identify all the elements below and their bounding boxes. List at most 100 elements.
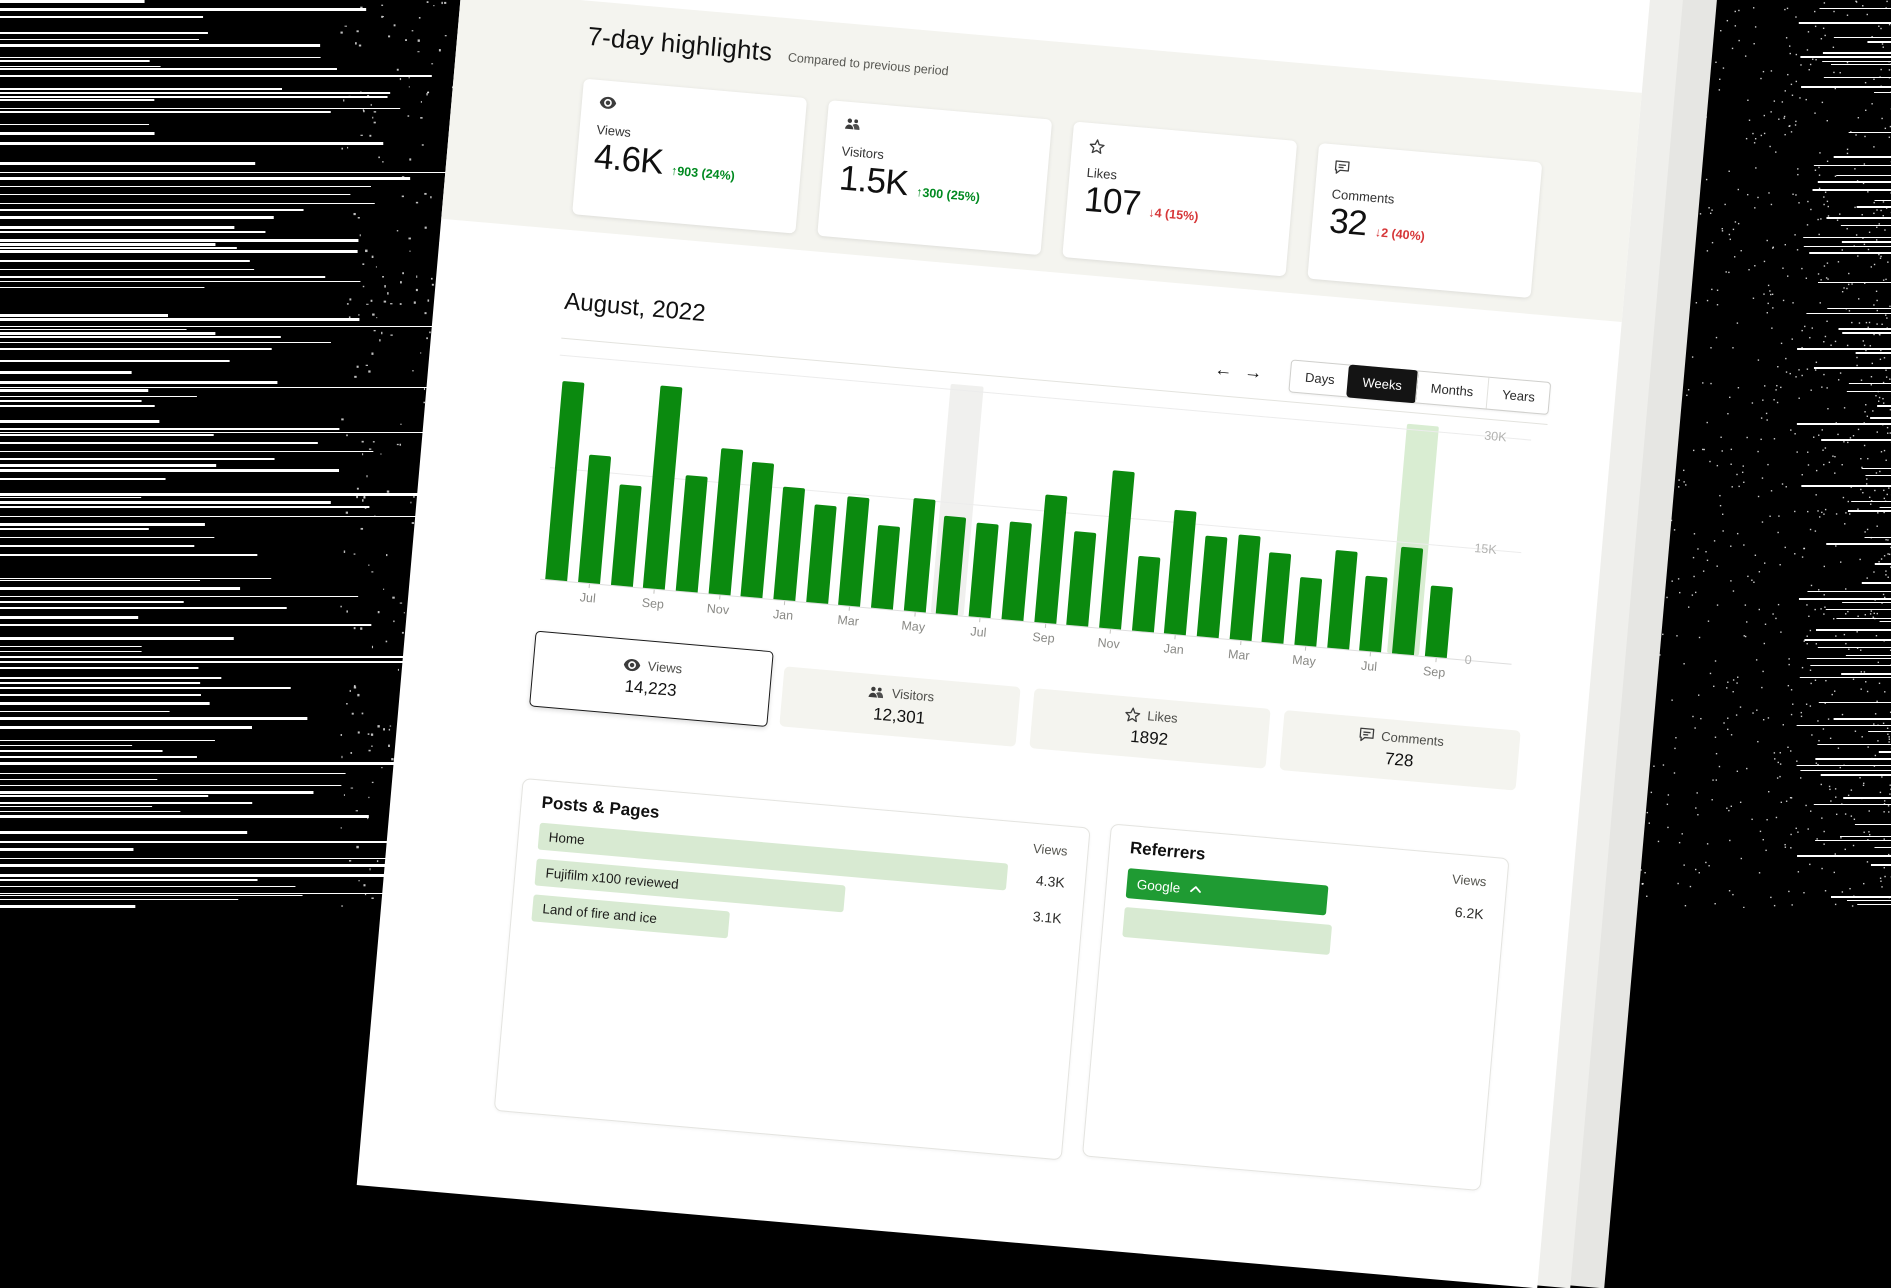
card-trend-down: ↓4 (15%) — [1147, 205, 1198, 228]
chart-bar-week-21[interactable] — [1197, 536, 1228, 639]
post-title: Land of fire and ice — [532, 900, 658, 926]
comment-icon — [1358, 727, 1375, 742]
card-metric-value: 1.5K — [838, 160, 910, 203]
chevron-up-icon[interactable] — [1189, 885, 1202, 894]
posts-views-column-header: Views — [1033, 841, 1069, 859]
chart-bar-week-2[interactable] — [578, 455, 611, 584]
x-axis-label: Nov — [706, 601, 729, 617]
x-axis-label: Sep — [1422, 664, 1445, 680]
x-axis-tick — [589, 584, 590, 588]
x-axis-tick — [654, 590, 655, 594]
chart-bar-week-19[interactable] — [1132, 556, 1160, 633]
metric-tab-label: Likes — [1147, 708, 1179, 726]
card-trend-down: ↓2 (40%) — [1374, 225, 1425, 248]
chart-bar-week-22[interactable] — [1229, 534, 1260, 641]
period-tab-weeks[interactable]: Weeks — [1346, 364, 1418, 403]
chart-bar-week-11[interactable] — [871, 525, 900, 610]
chart-bar-week-17[interactable] — [1066, 531, 1096, 627]
post-title: Fujifilm x100 reviewed — [535, 864, 679, 891]
referrer-child-bar[interactable] — [1122, 907, 1331, 955]
period-tab-days[interactable]: Days — [1290, 360, 1350, 396]
chart-bar-week-25[interactable] — [1327, 550, 1357, 650]
metric-tab-value: 14,223 — [624, 677, 678, 701]
chart-bar-week-3[interactable] — [611, 484, 642, 587]
x-axis-tick — [784, 601, 785, 605]
chart-bar-week-10[interactable] — [839, 496, 870, 607]
period-tab-months[interactable]: Months — [1415, 371, 1489, 408]
chart-bar-week-23[interactable] — [1262, 552, 1292, 644]
next-period-button[interactable]: → — [1237, 359, 1269, 387]
card-metric-value: 4.6K — [593, 139, 665, 182]
previous-period-button[interactable]: ← — [1207, 356, 1239, 384]
chart-bar-week-24[interactable] — [1294, 577, 1322, 647]
y-axis-label: 0 — [1464, 653, 1472, 668]
chart-bar-week-14[interactable] — [969, 523, 999, 619]
chart-bar-week-28[interactable] — [1425, 585, 1453, 658]
chart-bar-week-15[interactable] — [1001, 521, 1031, 621]
post-title: Home — [538, 829, 585, 848]
x-axis-label: Nov — [1097, 636, 1120, 652]
chart-bar-week-7[interactable] — [741, 462, 775, 598]
highlights-subtitle: Compared to previous period — [787, 50, 949, 83]
stats-dashboard-page: 7-day highlights Compared to previous pe… — [357, 0, 1651, 1288]
referrers-views-column-header: Views — [1451, 871, 1487, 889]
chart-bar-week-4[interactable] — [643, 386, 683, 590]
x-axis-tick — [1110, 630, 1111, 634]
x-axis-label: May — [1292, 653, 1317, 669]
x-axis-tick — [914, 612, 915, 616]
metric-tab-label: Views — [647, 658, 683, 676]
post-views-value — [1001, 949, 1059, 954]
y-axis-label: 15K — [1474, 541, 1497, 557]
chart-bar-week-6[interactable] — [708, 448, 743, 595]
chart-bar-week-26[interactable] — [1359, 576, 1387, 653]
post-views-value: 3.1K — [1003, 905, 1062, 926]
x-axis-tick — [1175, 635, 1176, 639]
post-views-value: 4.3K — [1006, 869, 1065, 890]
x-axis-tick — [719, 595, 720, 599]
period-tab-years[interactable]: Years — [1486, 378, 1550, 414]
x-axis-label: Jul — [1360, 659, 1377, 674]
card-trend-up: ↑903 (24%) — [670, 163, 735, 188]
chart-bar-week-5[interactable] — [676, 475, 708, 592]
chart-bar-week-12[interactable] — [904, 498, 936, 612]
metric-tab-value: 12,301 — [872, 704, 926, 728]
x-axis-tick — [849, 607, 850, 611]
x-axis-tick — [979, 618, 980, 622]
x-axis-tick — [1044, 624, 1045, 628]
x-axis-tick — [1240, 641, 1241, 645]
referrer-name: Google — [1126, 876, 1181, 896]
star-icon — [1124, 707, 1141, 722]
metric-tab-label: Visitors — [891, 686, 935, 705]
x-axis-tick — [1435, 658, 1436, 662]
chart-bar-week-1[interactable] — [546, 381, 585, 581]
referrer-group-bar: Google — [1126, 868, 1329, 915]
metric-tab-label: Comments — [1381, 729, 1445, 749]
card-trend-up: ↑300 (25%) — [915, 185, 980, 210]
chart-bar-week-18[interactable] — [1099, 470, 1135, 629]
x-axis-label: May — [901, 618, 926, 634]
chart-bar-week-9[interactable] — [806, 504, 836, 604]
x-axis-tick — [1305, 647, 1306, 651]
chart-bar-week-16[interactable] — [1034, 494, 1067, 623]
x-axis-tick — [1370, 652, 1371, 656]
highlights-title: 7-day highlights — [586, 21, 773, 68]
x-axis-label: Mar — [1228, 647, 1251, 663]
chart-bar-week-20[interactable] — [1164, 510, 1197, 635]
card-metric-value: 107 — [1083, 182, 1142, 223]
metric-tab-value: 1892 — [1129, 727, 1168, 750]
metric-tab-value: 728 — [1384, 749, 1414, 771]
chart-bar-week-8[interactable] — [773, 487, 805, 601]
highlights-section: 7-day highlights Compared to previous pe… — [441, 0, 1642, 322]
